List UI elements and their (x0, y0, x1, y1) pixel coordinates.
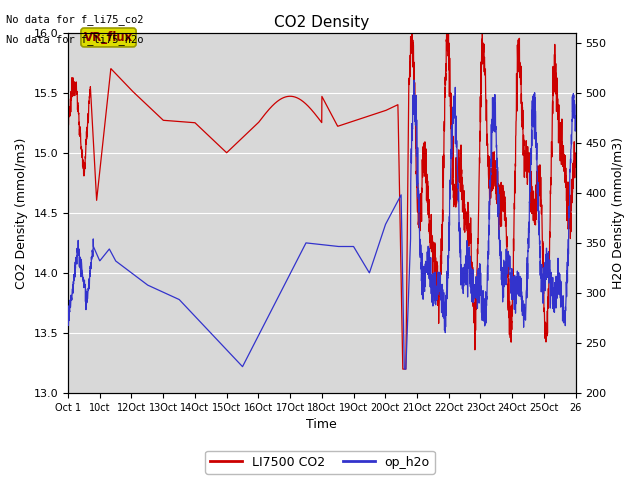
Legend: LI7500 CO2, op_h2o: LI7500 CO2, op_h2o (205, 451, 435, 474)
Y-axis label: H2O Density (mmol/m3): H2O Density (mmol/m3) (612, 137, 625, 289)
Y-axis label: CO2 Density (mmol/m3): CO2 Density (mmol/m3) (15, 137, 28, 288)
Text: VR_flux: VR_flux (84, 31, 133, 44)
X-axis label: Time: Time (307, 419, 337, 432)
Text: No data for f_li75_co2: No data for f_li75_co2 (6, 14, 144, 25)
Title: CO2 Density: CO2 Density (274, 15, 369, 30)
Text: No data for f_li75_h2o: No data for f_li75_h2o (6, 34, 144, 45)
